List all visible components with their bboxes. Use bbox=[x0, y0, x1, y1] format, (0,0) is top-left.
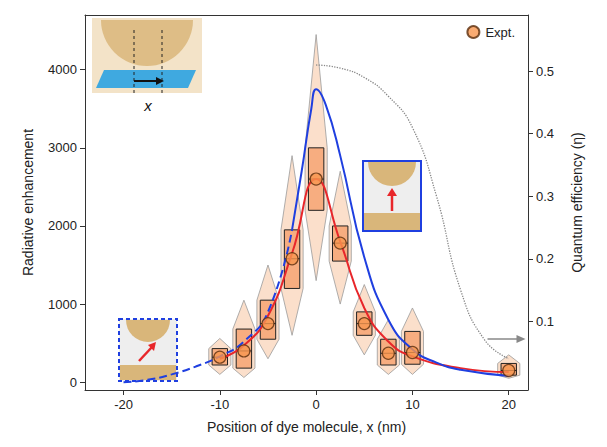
svg-text:0.1: 0.1 bbox=[536, 314, 554, 329]
svg-text:10: 10 bbox=[405, 397, 419, 412]
svg-text:0: 0 bbox=[313, 397, 320, 412]
svg-text:x: x bbox=[143, 97, 152, 114]
svg-text:0.4: 0.4 bbox=[536, 126, 554, 141]
svg-text:-20: -20 bbox=[114, 397, 133, 412]
svg-text:1000: 1000 bbox=[48, 297, 77, 312]
svg-text:Radiative enhancement: Radiative enhancement bbox=[20, 129, 36, 276]
svg-text:3000: 3000 bbox=[48, 140, 77, 155]
svg-text:-10: -10 bbox=[210, 397, 229, 412]
svg-text:0.2: 0.2 bbox=[536, 251, 554, 266]
svg-text:Position of dye molecule, x (n: Position of dye molecule, x (nm) bbox=[207, 419, 406, 435]
svg-text:20: 20 bbox=[502, 397, 516, 412]
svg-text:0: 0 bbox=[70, 375, 77, 390]
svg-text:Quantum efficiency (η): Quantum efficiency (η) bbox=[569, 132, 585, 273]
svg-text:2000: 2000 bbox=[48, 218, 77, 233]
svg-text:0.3: 0.3 bbox=[536, 189, 554, 204]
svg-text:4000: 4000 bbox=[48, 62, 77, 77]
svg-text:Expt.: Expt. bbox=[485, 25, 515, 40]
svg-text:0.5: 0.5 bbox=[536, 64, 554, 79]
